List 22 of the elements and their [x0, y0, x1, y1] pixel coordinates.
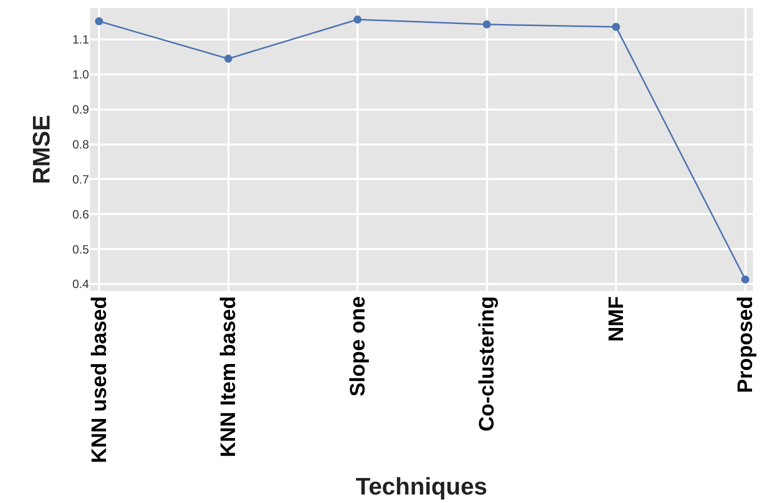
x-tick-label: NMF	[604, 296, 628, 342]
y-tick-label: 0.5	[72, 242, 90, 256]
y-tick-label: 0.7	[72, 172, 90, 186]
point	[95, 17, 104, 26]
point	[612, 22, 620, 31]
point	[741, 275, 750, 284]
y-tick-label: 0.9	[72, 102, 90, 117]
point	[482, 20, 491, 28]
y-tick-label: 0.6	[72, 207, 90, 222]
y-tick-label: 1.0	[72, 68, 90, 82]
y-tick-label: 0.4	[72, 277, 90, 292]
y-tick-label: 0.8	[72, 137, 90, 152]
x-tick-label: KNN used based	[88, 296, 111, 464]
x-tick-label: KNN Item based	[217, 296, 240, 458]
x-tick-label: Co-clustering	[476, 296, 499, 432]
point	[354, 16, 362, 24]
point	[224, 54, 232, 63]
x-axis-title: Techniques	[356, 473, 488, 500]
y-tick-label: 1.1	[72, 32, 90, 47]
y-axis-title: RMSE	[28, 114, 56, 184]
x-tick-label: Slope one	[346, 296, 370, 397]
x-tick-label: Proposed	[734, 296, 758, 394]
